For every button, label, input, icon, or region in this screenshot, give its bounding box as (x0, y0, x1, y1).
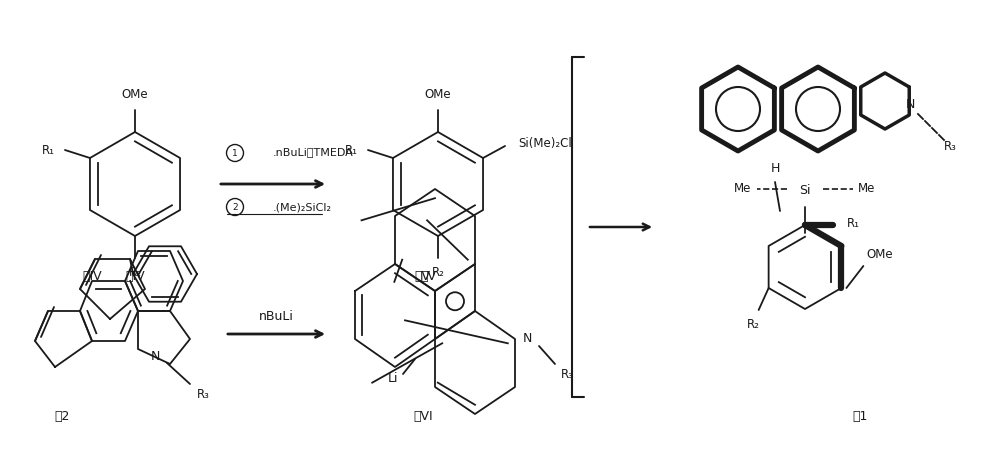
Text: 1: 1 (232, 149, 238, 158)
Text: R₃: R₃ (944, 141, 956, 154)
Text: N: N (905, 97, 915, 110)
Text: 式IV: 式IV (82, 270, 102, 283)
Text: H: H (770, 163, 780, 176)
Text: R₃: R₃ (197, 387, 209, 401)
Text: R₁: R₁ (847, 216, 860, 229)
Text: R₃: R₃ (561, 367, 573, 380)
Text: R₂: R₂ (432, 267, 444, 279)
Text: 式V: 式V (420, 270, 436, 283)
Text: Li: Li (388, 373, 398, 386)
Text: R₂: R₂ (747, 318, 760, 331)
Text: OMe: OMe (122, 88, 148, 101)
Text: R₂: R₂ (129, 267, 141, 279)
Text: R₁: R₁ (344, 144, 357, 157)
Text: N: N (522, 333, 532, 345)
Text: .(Me)₂SiCl₂: .(Me)₂SiCl₂ (273, 202, 332, 212)
Text: 2: 2 (232, 202, 238, 211)
Text: 式IV: 式IV (125, 270, 145, 283)
Text: OMe: OMe (866, 247, 893, 260)
Text: Si: Si (799, 185, 811, 198)
Text: Si(Me)₂Cl: Si(Me)₂Cl (518, 137, 572, 150)
Text: R₁: R₁ (41, 144, 54, 157)
Text: 式V: 式V (414, 270, 430, 283)
Text: 式2: 式2 (54, 410, 70, 423)
Text: .nBuLi，TMEDA: .nBuLi，TMEDA (273, 147, 354, 157)
Text: OMe: OMe (425, 88, 451, 101)
Text: 式1: 式1 (852, 410, 868, 423)
Text: 式VI: 式VI (413, 410, 433, 423)
Text: Me: Me (734, 182, 752, 195)
Text: Me: Me (858, 182, 876, 195)
Text: nBuLi: nBuLi (259, 311, 293, 323)
Text: N: N (150, 349, 160, 362)
